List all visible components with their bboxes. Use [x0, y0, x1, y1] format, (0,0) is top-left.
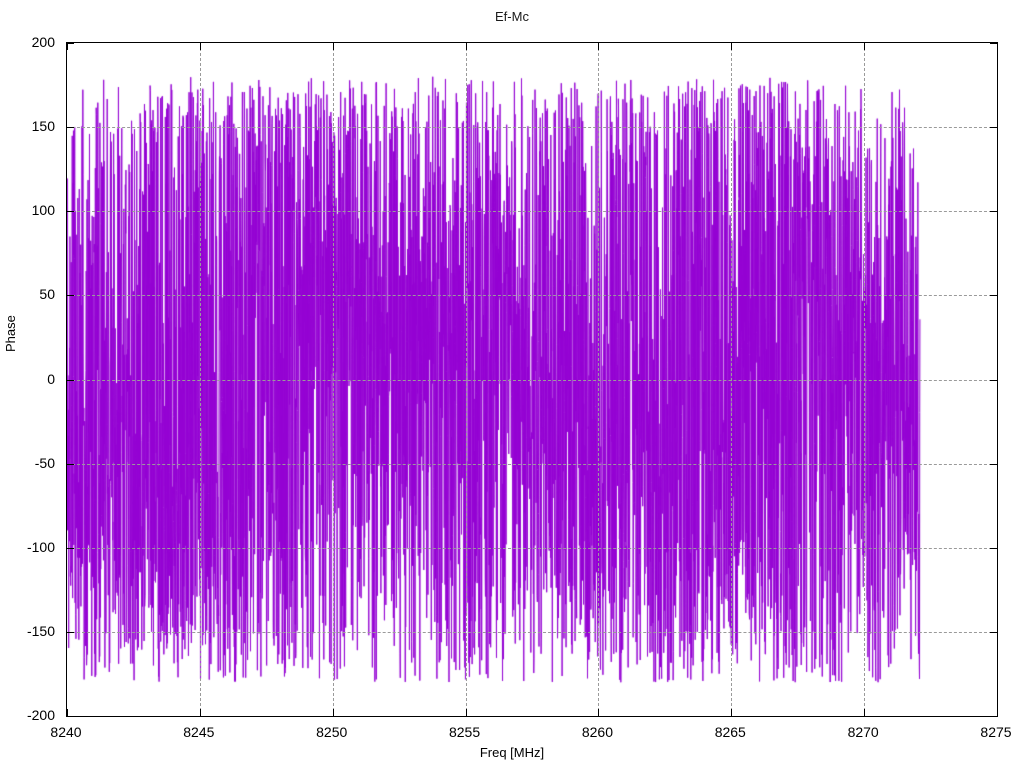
x-axis-tick-mark — [67, 709, 68, 716]
y-axis-tick-mark — [990, 295, 997, 297]
y-axis-tick-mark — [990, 211, 997, 213]
y-axis-tick-mark — [67, 211, 74, 213]
y-axis-tick-label: 0 — [47, 370, 55, 387]
x-axis-tick-mark — [864, 709, 866, 716]
x-axis-tick-label: 8270 — [847, 724, 879, 740]
plot-area — [66, 42, 998, 717]
data-series-canvas — [67, 43, 997, 716]
x-axis-tick-label: 8260 — [581, 724, 613, 740]
y-axis-tick-label: 200 — [31, 34, 55, 50]
y-axis-tick-mark — [67, 547, 74, 549]
y-axis-tick-label: 150 — [31, 118, 55, 135]
x-axis-title: Freq [MHz] — [479, 745, 545, 760]
x-axis-tick-mark — [997, 43, 998, 50]
x-axis-tick-label: 8245 — [183, 724, 215, 740]
y-axis-tick-mark — [990, 631, 997, 633]
y-axis-tick-mark — [990, 547, 997, 549]
x-axis-tick-mark — [465, 709, 467, 716]
y-axis-tick-label: 100 — [31, 202, 55, 219]
y-axis-tick-mark — [67, 463, 74, 465]
y-axis-tick-label: -100 — [26, 538, 55, 555]
y-axis-tick-mark — [990, 43, 997, 44]
y-axis-tick-mark — [990, 379, 997, 381]
x-axis-tick-mark — [997, 709, 998, 716]
y-axis-tick-label: 50 — [39, 286, 55, 303]
y-axis-tick-mark — [67, 631, 74, 633]
y-axis-tick-mark — [67, 127, 74, 129]
y-axis-tick-mark — [67, 716, 74, 717]
y-axis-tick-mark — [990, 716, 997, 717]
x-axis-tick-mark — [332, 709, 334, 716]
x-axis-tick-label: 8240 — [50, 724, 82, 740]
y-axis-tick-mark — [990, 463, 997, 465]
x-axis-tick-mark — [598, 43, 600, 50]
x-axis-tick-mark — [465, 43, 467, 50]
y-axis-tick-mark — [990, 127, 997, 129]
y-axis-tick-mark — [67, 379, 74, 381]
x-axis-tick-mark — [864, 43, 866, 50]
y-axis-tick-label: -200 — [26, 707, 55, 723]
y-axis-tick-label: -50 — [34, 454, 55, 471]
y-axis-tick-mark — [67, 295, 74, 297]
x-axis-tick-mark — [332, 43, 334, 50]
x-axis-tick-mark — [199, 709, 201, 716]
x-axis-tick-mark — [731, 43, 733, 50]
x-axis-tick-mark — [67, 43, 68, 50]
x-axis-tick-label: 8255 — [448, 724, 481, 740]
x-axis-tick-label: 8250 — [316, 724, 348, 740]
x-axis-tick-mark — [731, 709, 733, 716]
chart-title: Ef-Mc — [495, 9, 529, 24]
x-axis-tick-label: 8265 — [714, 724, 746, 740]
y-axis-title: Phase — [3, 315, 18, 352]
x-axis-tick-mark — [598, 709, 600, 716]
x-axis-tick-mark — [199, 43, 201, 50]
y-axis-tick-mark — [67, 43, 74, 44]
y-axis-tick-label: -150 — [26, 622, 55, 639]
x-axis-tick-label: 8275 — [980, 724, 1012, 740]
